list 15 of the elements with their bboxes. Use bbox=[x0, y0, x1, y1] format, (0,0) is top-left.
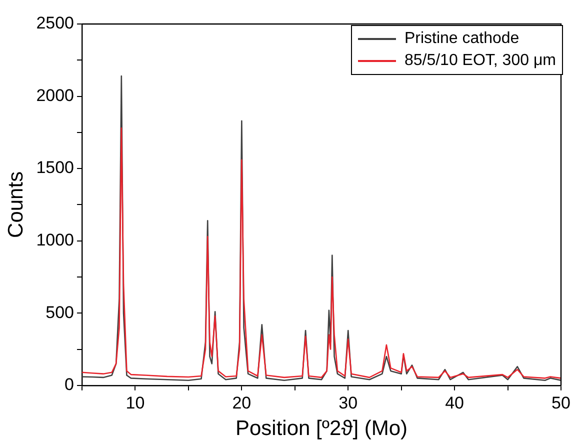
y-tick-label: 500 bbox=[46, 302, 74, 322]
x-tick-label: 10 bbox=[126, 393, 145, 412]
x-tick-label: 20 bbox=[232, 393, 252, 412]
y-tick-label: 0 bbox=[64, 375, 74, 394]
x-tick-label: 40 bbox=[445, 393, 464, 412]
y-tick-label: 1500 bbox=[36, 158, 74, 178]
y-tick-label: 1000 bbox=[36, 230, 74, 250]
y-tick-label: 2500 bbox=[36, 14, 74, 33]
x-axis-title: Position [º2ϑ] (Mo) bbox=[235, 417, 408, 440]
x-tick-label: 30 bbox=[338, 393, 358, 412]
x-tick-label: 50 bbox=[552, 393, 570, 412]
y-axis-title: Counts bbox=[4, 171, 28, 238]
legend-label: 85/5/10 EOT, 300 μm bbox=[404, 52, 556, 70]
y-tick-label: 2000 bbox=[36, 86, 74, 105]
legend-label: Pristine cathode bbox=[404, 30, 520, 48]
